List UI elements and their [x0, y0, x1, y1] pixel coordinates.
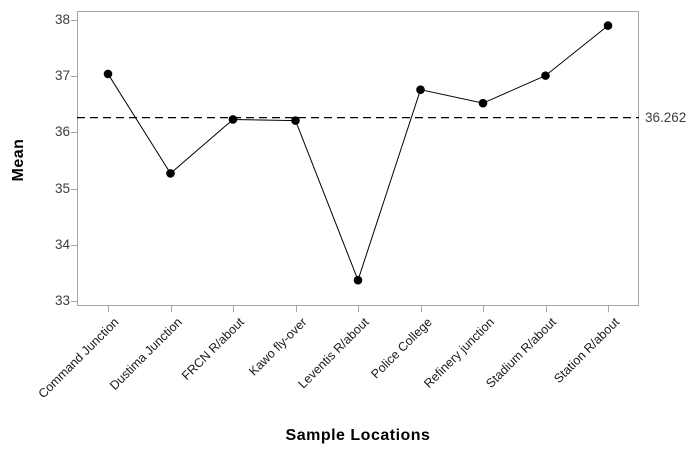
plot-canvas: [71, 11, 639, 312]
plot-area: [71, 11, 639, 312]
y-tick-label: 37: [54, 68, 70, 84]
data-point: [478, 98, 488, 108]
y-tick-label: 36: [54, 124, 70, 140]
x-category-label: Command Junction: [35, 315, 122, 402]
x-category-label: Kawo fly-over: [245, 315, 310, 379]
y-tick-label: 33: [54, 292, 70, 308]
y-axis-title: Mean: [10, 138, 27, 182]
x-axis-title: Sample Locations: [285, 427, 431, 444]
reference-line-label: 36.262: [645, 109, 687, 125]
x-category-label: Station R/about: [551, 315, 622, 386]
data-point: [353, 275, 363, 285]
data-point: [228, 115, 238, 124]
y-tick-label: 34: [54, 236, 70, 252]
data-point: [603, 21, 613, 30]
data-point: [541, 71, 550, 80]
x-category-label: FRCN R/about: [179, 315, 247, 383]
data-point: [291, 116, 300, 125]
x-category-label: Police College: [367, 315, 435, 382]
data-point: [166, 169, 175, 178]
y-tick-label: 35: [54, 180, 70, 196]
data-point: [416, 85, 425, 94]
data-point: [103, 69, 113, 79]
y-tick-label: 38: [54, 11, 70, 27]
plot-border: [77, 11, 639, 306]
series-line: [107, 25, 609, 282]
